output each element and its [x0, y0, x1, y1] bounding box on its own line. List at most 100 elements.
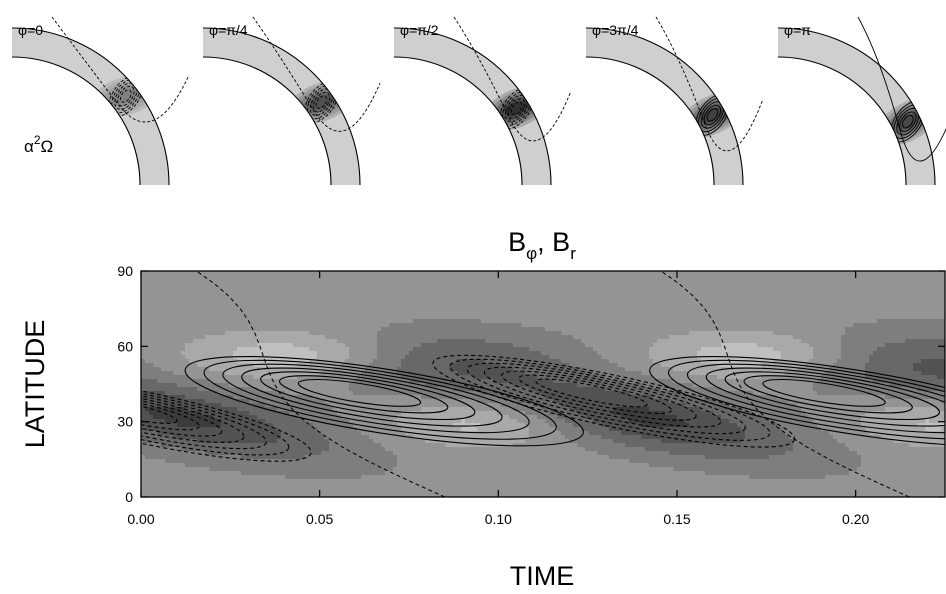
heat-cell: [473, 355, 478, 360]
heat-cell: [285, 335, 290, 340]
heat-cell: [453, 291, 458, 296]
heat-cell: [429, 351, 434, 356]
heat-cell: [301, 335, 306, 340]
heat-cell: [273, 371, 278, 376]
heat-cell: [265, 403, 270, 408]
heat-cell: [313, 319, 318, 324]
heat-cell: [213, 303, 218, 308]
heat-cell: [173, 283, 178, 288]
chart-title: Bφ, Br: [508, 227, 576, 263]
heat-cell: [249, 387, 254, 392]
heat-cell: [205, 339, 210, 344]
title-sep: , B: [537, 227, 570, 257]
heat-cell: [473, 431, 478, 436]
heat-cell: [261, 403, 266, 408]
heat-cell: [481, 427, 486, 432]
heat-cell: [273, 495, 278, 497]
heat-cell: [165, 475, 170, 480]
heat-cell: [229, 287, 234, 292]
heat-cell: [401, 279, 406, 284]
heat-cell: [289, 371, 294, 376]
heat-cell: [441, 299, 446, 304]
heat-cell: [273, 423, 278, 428]
heat-cell: [269, 475, 274, 480]
heat-cell: [337, 343, 342, 348]
heat-cell: [281, 343, 286, 348]
heat-cell: [393, 495, 398, 497]
heat-cell: [201, 419, 206, 424]
heat-cell: [417, 423, 422, 428]
heat-cell: [189, 283, 194, 288]
heat-cell: [357, 399, 362, 404]
heat-cell: [353, 415, 358, 420]
heat-cell: [205, 327, 210, 332]
heat-cell: [421, 463, 426, 468]
heat-cell: [429, 451, 434, 456]
heat-cell: [389, 351, 394, 356]
heat-cell: [141, 299, 146, 304]
heat-cell: [381, 435, 386, 440]
heat-cell: [477, 439, 482, 444]
heat-cell: [389, 395, 394, 400]
heat-cell: [253, 451, 258, 456]
heat-cell: [485, 275, 490, 280]
heat-cell: [309, 371, 314, 376]
heat-cell: [273, 363, 278, 368]
heat-cell: [237, 407, 242, 412]
heat-cell: [361, 431, 366, 436]
heat-cell: [317, 487, 322, 492]
heat-cell: [337, 451, 342, 456]
heat-cell: [385, 447, 390, 452]
heat-cell: [301, 491, 306, 496]
heat-cell: [285, 443, 290, 448]
heat-cell: [145, 483, 150, 488]
heat-cell: [389, 335, 394, 340]
heat-cell: [417, 491, 422, 496]
heat-cell: [253, 343, 258, 348]
heat-cell: [297, 323, 302, 328]
heat-cell: [461, 335, 466, 340]
heat-cell: [185, 487, 190, 492]
heat-cell: [361, 351, 366, 356]
heat-cell: [265, 431, 270, 436]
heat-cell: [197, 303, 202, 308]
heat-cell: [217, 483, 222, 488]
heat-cell: [465, 407, 470, 412]
heat-cell: [329, 495, 334, 497]
heat-cell: [229, 435, 234, 440]
heat-cell: [469, 307, 474, 312]
heat-cell: [297, 403, 302, 408]
heat-cell: [429, 363, 434, 368]
heat-cell: [153, 475, 158, 480]
heat-cell: [413, 471, 418, 476]
heat-cell: [281, 327, 286, 332]
heat-cell: [381, 487, 386, 492]
heat-cell: [293, 443, 298, 448]
heat-cell: [257, 479, 262, 484]
heat-cell: [461, 311, 466, 316]
heat-cell: [473, 483, 478, 488]
heat-cell: [185, 431, 190, 436]
heat-cell: [437, 323, 442, 328]
heat-cell: [233, 495, 238, 497]
heat-cell: [477, 487, 482, 492]
heat-cell: [149, 411, 154, 416]
heat-cell: [185, 275, 190, 280]
heat-cell: [473, 391, 478, 396]
heat-cell: [481, 291, 486, 296]
heat-cell: [249, 355, 254, 360]
heat-cell: [473, 367, 478, 372]
heat-cell: [261, 303, 266, 308]
heat-cell: [201, 295, 206, 300]
heat-cell: [145, 391, 150, 396]
heat-cell: [221, 423, 226, 428]
heat-cell: [149, 331, 154, 336]
heat-cell: [409, 299, 414, 304]
heat-cell: [453, 475, 458, 480]
heat-cell: [393, 291, 398, 296]
heat-cell: [213, 495, 218, 497]
heat-cell: [237, 411, 242, 416]
heat-cell: [197, 427, 202, 432]
heat-cell: [349, 383, 354, 388]
heat-cell: [449, 443, 454, 448]
